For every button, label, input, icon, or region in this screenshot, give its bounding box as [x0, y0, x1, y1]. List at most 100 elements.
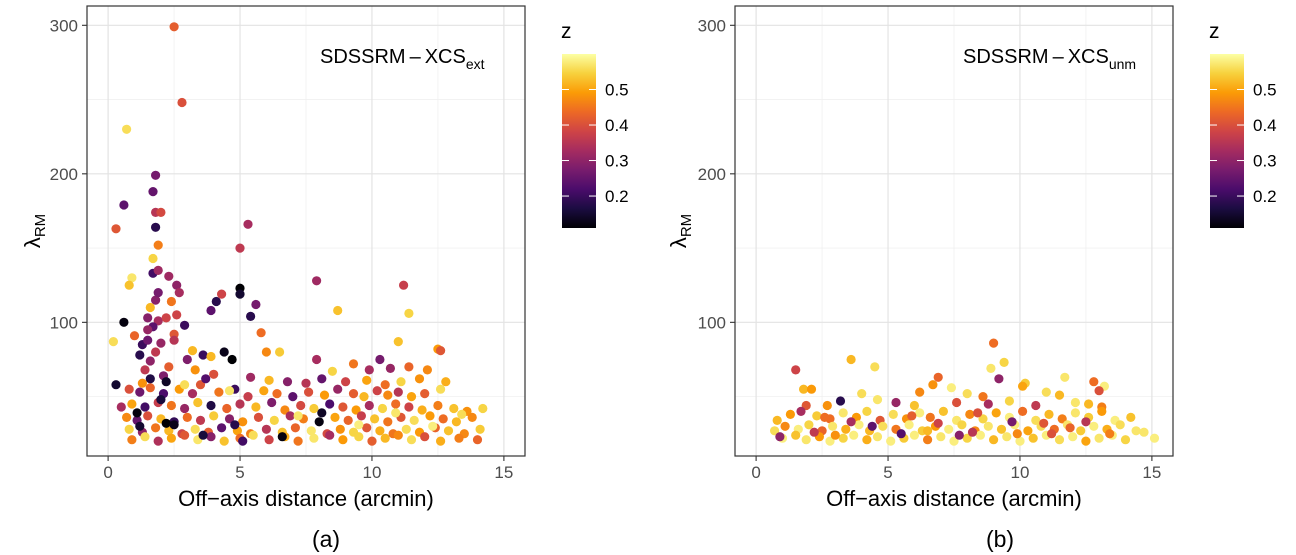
data-point	[454, 433, 464, 443]
data-point	[253, 412, 264, 422]
data-point	[222, 403, 232, 414]
data-point	[317, 374, 327, 384]
data-point	[354, 420, 364, 430]
data-point	[375, 426, 385, 436]
data-point	[896, 429, 906, 439]
data-point	[838, 408, 848, 418]
data-point	[309, 403, 319, 414]
data-point	[251, 299, 261, 310]
data-point	[1007, 417, 1017, 427]
data-point	[182, 354, 192, 365]
data-point	[151, 347, 161, 357]
data-point	[238, 417, 248, 427]
data-point	[306, 426, 316, 436]
data-point	[261, 347, 271, 357]
data-point	[775, 432, 785, 442]
data-point	[354, 432, 364, 442]
data-point	[1131, 426, 1141, 436]
data-point	[1139, 427, 1149, 437]
data-point	[1015, 436, 1025, 446]
data-point	[449, 403, 459, 414]
data-point	[264, 435, 274, 445]
data-point	[351, 405, 361, 415]
data-point	[272, 389, 282, 399]
data-point	[1097, 406, 1107, 416]
data-point	[224, 386, 235, 396]
data-point	[180, 320, 190, 330]
data-point	[135, 387, 145, 397]
data-point	[151, 222, 161, 232]
data-point	[206, 432, 216, 442]
data-point	[206, 351, 216, 362]
panel-b: 0 5 10 15 100 200 300 SDSSRM – XCSunm Off−axi…	[666, 5, 1174, 552]
data-point	[785, 409, 796, 419]
x-ticks-a: 0 5 10 15	[103, 456, 513, 482]
data-point	[364, 400, 374, 411]
data-point	[451, 417, 461, 427]
data-point	[925, 412, 935, 422]
colorbar-ticks-a: 0.2 0.3 0.4 0.5	[562, 81, 629, 206]
data-point	[164, 271, 174, 281]
data-point	[425, 411, 435, 421]
data-point	[124, 280, 134, 290]
data-point	[293, 411, 303, 421]
data-point	[1018, 406, 1028, 416]
data-point	[438, 414, 448, 424]
data-point	[325, 430, 335, 440]
data-point	[111, 380, 121, 390]
y-axis-title-b: λRM	[666, 214, 695, 248]
data-point	[356, 411, 366, 421]
data-point	[825, 436, 835, 446]
annotation-b: SDSSRM – XCSunm	[963, 46, 1136, 72]
data-point	[989, 338, 999, 348]
data-point	[915, 387, 925, 397]
data-point	[243, 392, 253, 402]
data-point	[145, 383, 155, 393]
data-point	[457, 409, 467, 419]
data-point	[986, 363, 996, 373]
data-point	[983, 399, 993, 409]
data-point	[1060, 372, 1070, 382]
x-tick-label: 5	[235, 463, 244, 482]
data-point	[420, 432, 430, 442]
data-point	[338, 435, 348, 445]
data-point	[124, 424, 134, 434]
data-point	[1115, 420, 1125, 430]
data-point	[393, 387, 403, 397]
data-point	[140, 365, 150, 375]
data-point	[314, 417, 324, 427]
data-point	[180, 430, 190, 440]
data-point	[140, 432, 150, 442]
data-point	[904, 420, 914, 430]
data-point	[156, 395, 166, 405]
data-point	[862, 435, 872, 445]
data-point	[404, 362, 414, 372]
data-point	[857, 389, 867, 399]
data-point	[1081, 436, 1091, 446]
data-point	[135, 421, 145, 431]
data-point	[145, 374, 155, 384]
data-point	[235, 243, 245, 253]
data-point	[359, 392, 369, 402]
data-point	[406, 392, 417, 402]
data-point	[206, 400, 216, 411]
data-point	[251, 402, 261, 412]
data-point	[907, 411, 917, 421]
data-point	[195, 380, 206, 390]
data-point	[261, 424, 271, 434]
data-point	[967, 427, 978, 437]
data-point	[804, 420, 814, 430]
colorbar-title-a: z	[561, 20, 572, 43]
data-point	[828, 421, 838, 431]
data-point	[182, 412, 192, 422]
colorbar-tick-label: 0.4	[1253, 116, 1277, 135]
data-point	[838, 433, 848, 443]
data-point	[264, 375, 274, 385]
data-point	[915, 408, 925, 418]
y-axis-title-a-main: λ	[20, 237, 45, 248]
data-point	[999, 357, 1009, 367]
data-point	[1054, 390, 1065, 400]
data-point	[127, 435, 137, 445]
data-point	[886, 436, 896, 446]
data-point	[317, 408, 327, 418]
